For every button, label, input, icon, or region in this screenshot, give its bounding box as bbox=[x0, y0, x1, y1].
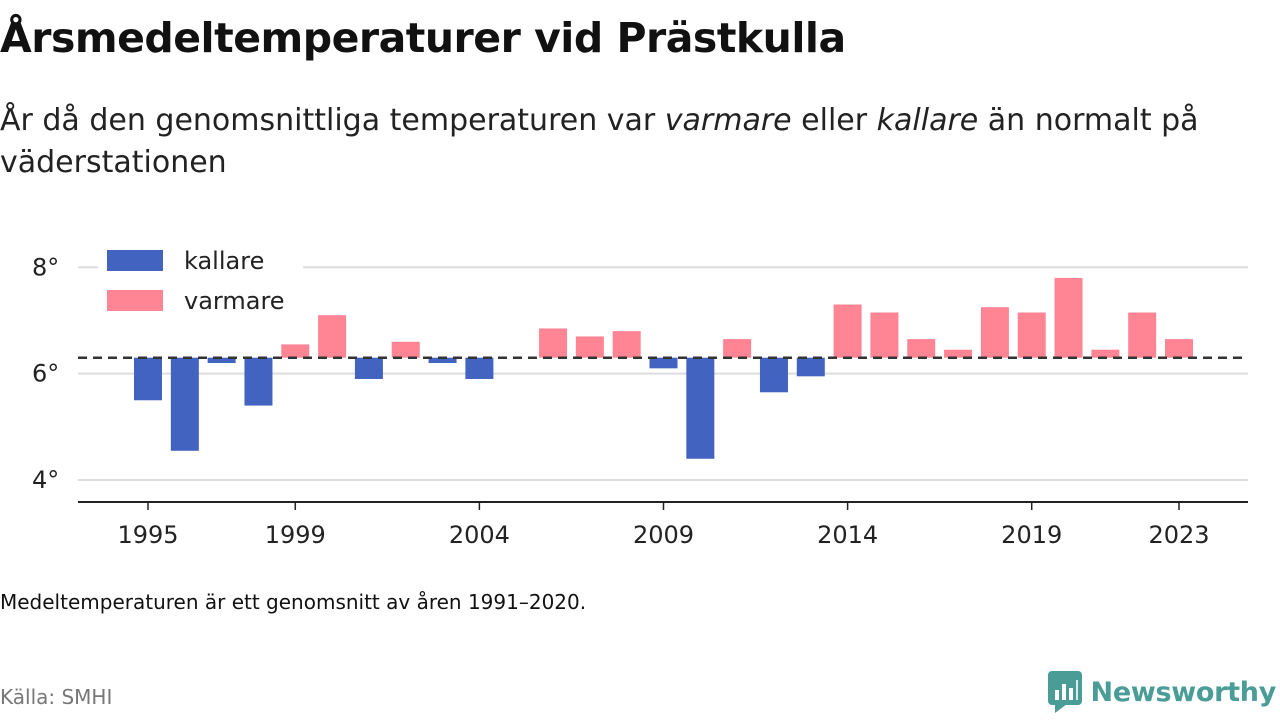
subtitle-emphasis-warmer: varmare bbox=[664, 103, 792, 138]
bar-2014 bbox=[833, 304, 862, 358]
bar-1995 bbox=[134, 357, 162, 401]
bar-1997 bbox=[207, 357, 236, 364]
bar-2020 bbox=[1054, 277, 1083, 358]
legend-label-colder: kallare bbox=[184, 247, 264, 275]
bar-2002 bbox=[391, 341, 420, 358]
bar-2015 bbox=[870, 312, 899, 358]
subtitle-text-1: År då den genomsnittliga temperaturen va… bbox=[0, 103, 665, 138]
subtitle-text-2: eller bbox=[791, 103, 877, 138]
brand-logo: Newsworthy bbox=[1047, 670, 1276, 714]
y-tick-label: 6° bbox=[32, 360, 59, 388]
bar-2007 bbox=[575, 336, 604, 358]
bar-2021 bbox=[1091, 349, 1120, 358]
x-tick-label: 2009 bbox=[633, 521, 694, 549]
subtitle-text-3: än normalt på väderstationen bbox=[0, 103, 1199, 180]
bar-2012 bbox=[759, 357, 788, 393]
subtitle-emphasis-colder: kallare bbox=[876, 103, 979, 138]
footnote: Medeltemperaturen är ett genomsnitt av å… bbox=[0, 590, 587, 614]
bar-2011 bbox=[723, 339, 752, 358]
x-tick-label: 1999 bbox=[265, 521, 326, 549]
x-tick-label: 2023 bbox=[1148, 521, 1209, 549]
x-tick-label: 1995 bbox=[117, 521, 178, 549]
newsworthy-logo-icon bbox=[1047, 671, 1082, 713]
y-tick-label: 4° bbox=[32, 466, 59, 494]
bar-chart: 4° 6° 8° 1995 1999 2004 2009 2014 2019 2023 kallar… bbox=[32, 240, 1248, 549]
bar-1996 bbox=[170, 357, 199, 451]
legend-swatch-colder bbox=[107, 250, 163, 271]
y-tick-label: 8° bbox=[32, 253, 59, 281]
bar-2013 bbox=[796, 357, 825, 377]
bar-2022 bbox=[1128, 312, 1157, 358]
bar-2004 bbox=[465, 357, 494, 379]
bar-2023 bbox=[1165, 339, 1193, 358]
chart-title: Årsmedeltemperaturer vid Prästkulla bbox=[0, 14, 846, 62]
x-tick-label: 2004 bbox=[449, 521, 510, 549]
chart-subtitle: År då den genomsnittliga temperaturen va… bbox=[0, 100, 1265, 184]
bar-2019 bbox=[1017, 312, 1046, 358]
legend-label-warmer: varmare bbox=[184, 287, 285, 315]
bar-2017 bbox=[944, 349, 973, 358]
legend-swatch-warmer bbox=[107, 290, 163, 311]
x-tick-label: 2019 bbox=[1001, 521, 1062, 549]
bar-2006 bbox=[539, 328, 568, 358]
bar-2010 bbox=[686, 357, 715, 459]
bar-2018 bbox=[980, 307, 1009, 358]
bar-2008 bbox=[612, 331, 641, 358]
bar-1998 bbox=[244, 357, 273, 406]
bar-2001 bbox=[354, 357, 383, 379]
bar-2000 bbox=[318, 315, 347, 358]
brand-name: Newsworthy bbox=[1090, 676, 1277, 708]
bar-2009 bbox=[649, 357, 678, 369]
bar-2016 bbox=[907, 339, 936, 358]
bar-2003 bbox=[428, 357, 457, 364]
source-label: Källa: SMHI bbox=[0, 685, 113, 709]
x-tick-label: 2014 bbox=[817, 521, 878, 549]
bar-1999 bbox=[281, 344, 310, 358]
